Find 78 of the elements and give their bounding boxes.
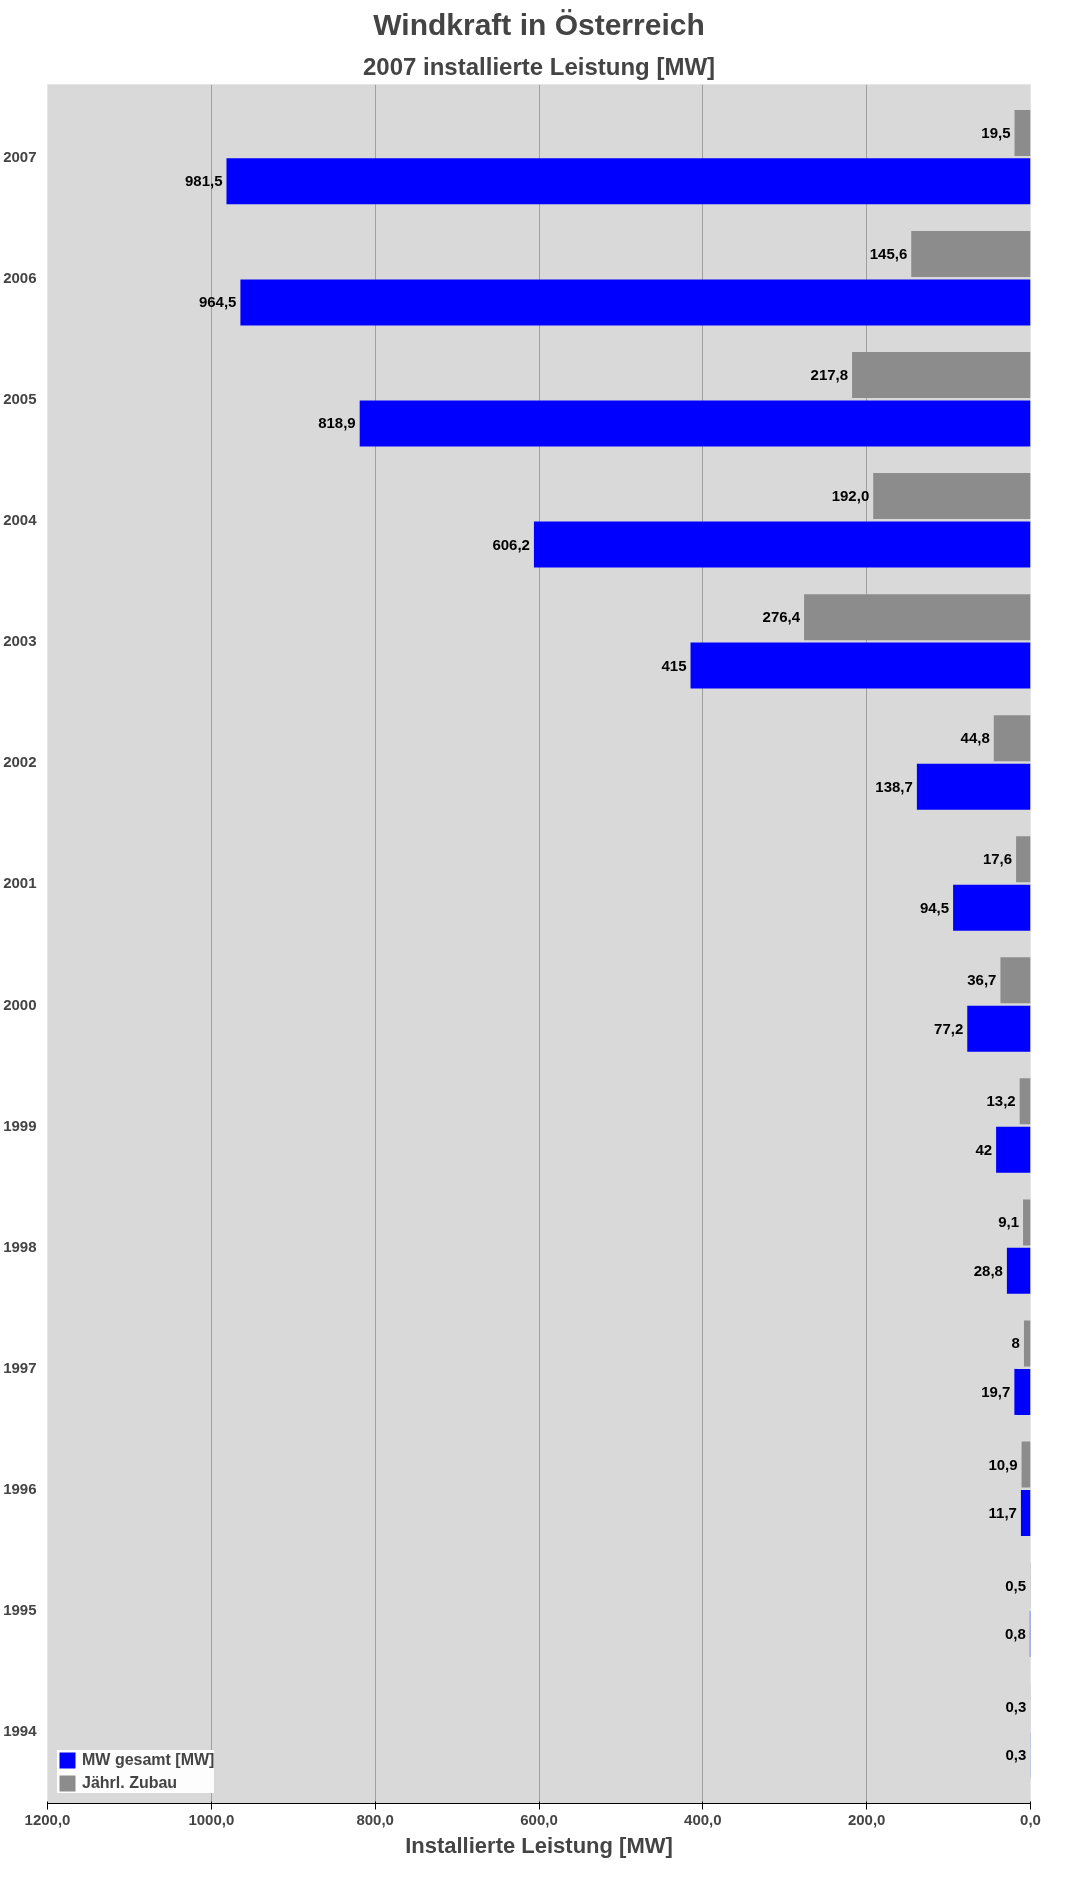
data-label: 10,9 bbox=[988, 1455, 1018, 1473]
y-tick-label: 1995 bbox=[3, 1600, 37, 1618]
bar bbox=[873, 473, 1031, 520]
data-label: 606,2 bbox=[492, 535, 530, 553]
y-tick-label: 1997 bbox=[3, 1358, 37, 1376]
bar bbox=[1023, 1199, 1031, 1246]
data-label: 0,8 bbox=[1004, 1625, 1026, 1643]
data-label: 0,3 bbox=[1005, 1746, 1027, 1764]
y-tick-label: 2004 bbox=[3, 511, 38, 529]
bar bbox=[533, 521, 1031, 568]
data-label: 11,7 bbox=[988, 1503, 1017, 1521]
bar bbox=[1014, 1368, 1031, 1415]
data-label: 19,5 bbox=[981, 123, 1011, 141]
data-label: 276,4 bbox=[762, 608, 801, 626]
bar bbox=[1006, 1247, 1031, 1294]
legend-label: Jährl. Zubau bbox=[82, 1774, 178, 1792]
data-label: 818,9 bbox=[318, 414, 356, 432]
bar bbox=[996, 1126, 1031, 1173]
x-tick-label: 400,0 bbox=[684, 1810, 722, 1828]
bar bbox=[226, 158, 1031, 205]
bar bbox=[690, 642, 1031, 689]
data-label: 17,6 bbox=[982, 850, 1013, 868]
x-tick-label: 0,0 bbox=[1020, 1810, 1041, 1828]
bar bbox=[804, 594, 1031, 641]
x-axis-title: Installierte Leistung [MW] bbox=[405, 1832, 673, 1858]
y-tick-label: 2000 bbox=[3, 995, 37, 1013]
bar bbox=[953, 884, 1031, 931]
bar bbox=[359, 400, 1031, 447]
x-tick-label: 800,0 bbox=[356, 1810, 394, 1828]
y-tick-label: 1999 bbox=[3, 1116, 37, 1134]
bar bbox=[916, 763, 1031, 810]
chart-subtitle: 2007 installierte Leistung [MW] bbox=[362, 52, 716, 80]
bar bbox=[240, 279, 1031, 326]
data-label: 138,7 bbox=[875, 777, 913, 795]
x-tick-label: 600,0 bbox=[520, 1810, 558, 1828]
data-label: 9,1 bbox=[998, 1213, 1020, 1231]
data-label: 42 bbox=[975, 1140, 993, 1158]
data-label: 44,8 bbox=[960, 729, 990, 747]
bar bbox=[1023, 1320, 1031, 1367]
y-tick-label: 2002 bbox=[3, 753, 37, 771]
data-label: 0,3 bbox=[1005, 1697, 1027, 1715]
bar bbox=[1020, 1489, 1031, 1536]
data-label: 981,5 bbox=[184, 172, 223, 190]
bar bbox=[993, 715, 1031, 762]
bar bbox=[967, 1005, 1031, 1052]
bar bbox=[911, 230, 1031, 277]
y-tick-label: 1998 bbox=[3, 1237, 37, 1255]
data-label: 94,5 bbox=[919, 898, 950, 916]
y-tick-label: 1996 bbox=[3, 1479, 37, 1497]
y-tick-label: 1994 bbox=[3, 1721, 38, 1739]
data-label: 145,6 bbox=[869, 244, 908, 262]
data-label: 964,5 bbox=[198, 293, 237, 311]
bar bbox=[1021, 1441, 1031, 1488]
bar bbox=[852, 352, 1031, 399]
y-tick-label: 2005 bbox=[3, 390, 37, 408]
data-label: 28,8 bbox=[973, 1261, 1003, 1279]
x-tick-label: 200,0 bbox=[847, 1810, 886, 1828]
bar bbox=[1016, 836, 1031, 883]
data-label: 192,0 bbox=[831, 487, 870, 505]
data-label: 415 bbox=[661, 656, 687, 674]
bar bbox=[1000, 957, 1031, 1004]
data-label: 217,8 bbox=[810, 366, 849, 384]
data-label: 77,2 bbox=[934, 1019, 964, 1037]
bar bbox=[1019, 1078, 1031, 1125]
data-label: 8 bbox=[1011, 1334, 1020, 1352]
chart-title: Windkraft in Österreich bbox=[373, 7, 705, 41]
bar bbox=[1014, 109, 1031, 156]
y-tick-label: 2003 bbox=[3, 632, 37, 650]
x-tick-label: 1200,0 bbox=[24, 1810, 71, 1828]
y-tick-label: 2007 bbox=[3, 148, 37, 166]
data-label: 19,7 bbox=[981, 1382, 1011, 1400]
data-label: 36,7 bbox=[967, 971, 997, 989]
y-tick-label: 2006 bbox=[3, 269, 37, 287]
data-label: 0,5 bbox=[1005, 1576, 1027, 1594]
x-tick-label: 1000,0 bbox=[188, 1810, 235, 1828]
legend-label: MW gesamt [MW] bbox=[82, 1751, 215, 1769]
y-tick-label: 2001 bbox=[3, 874, 37, 892]
data-label: 13,2 bbox=[986, 1092, 1016, 1110]
